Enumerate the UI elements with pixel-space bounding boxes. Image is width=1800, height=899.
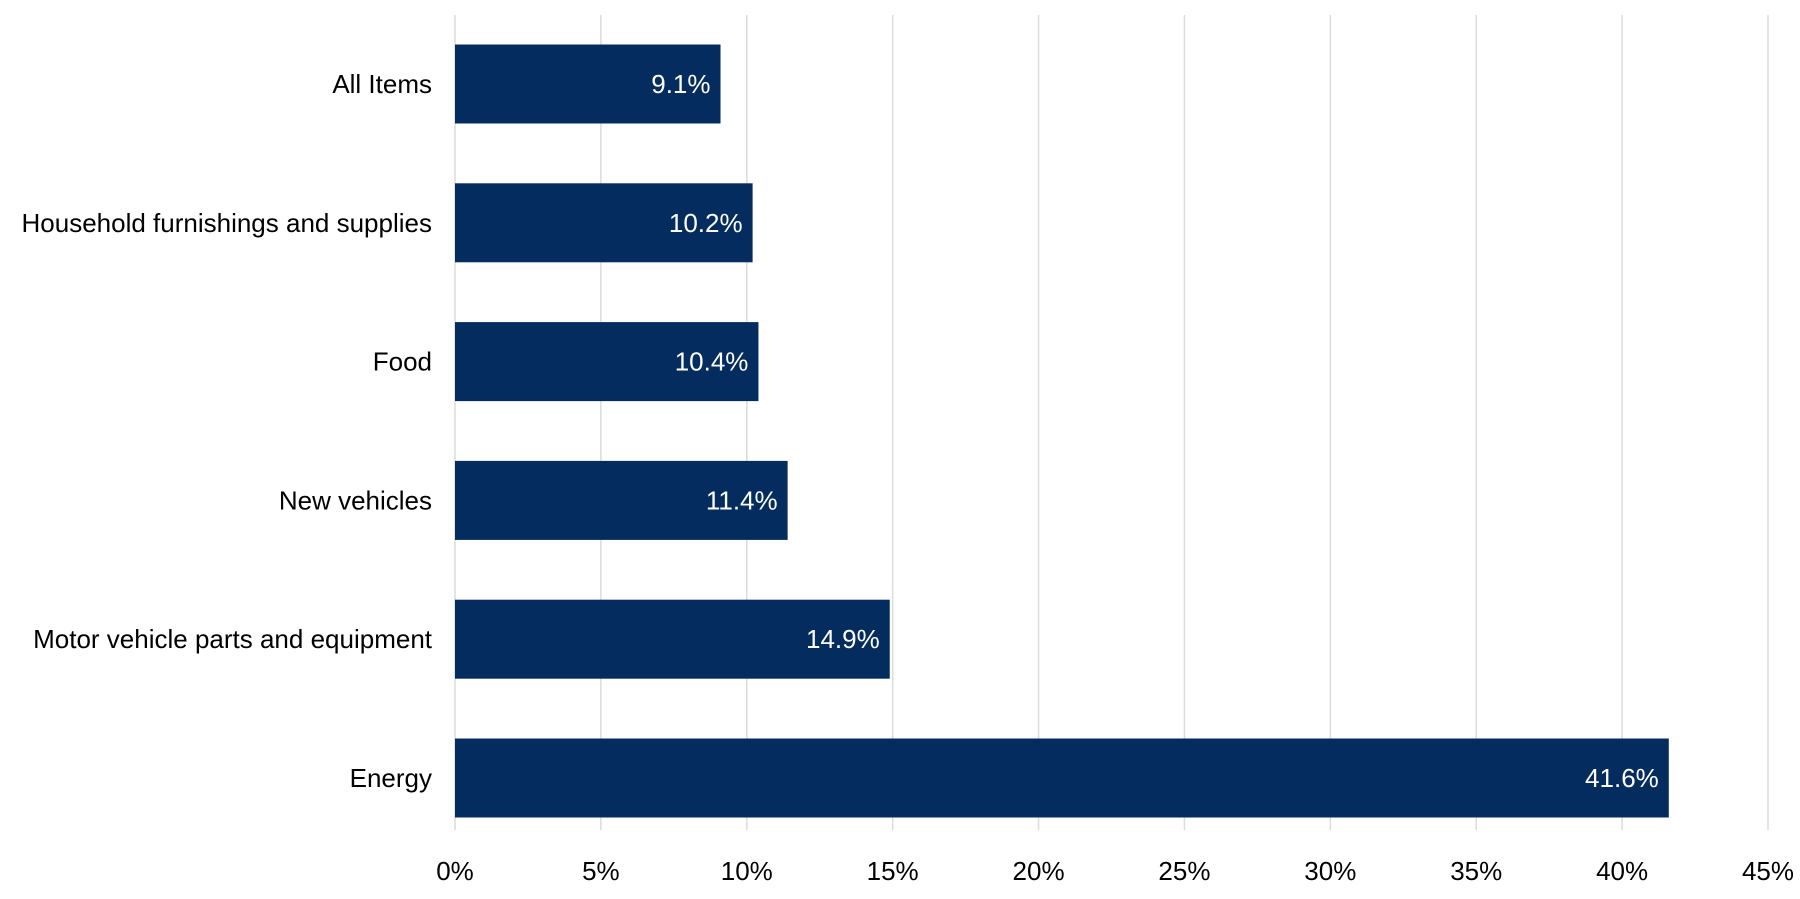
x-tick-label: 25% — [1158, 856, 1210, 886]
bars — [455, 44, 1669, 818]
x-tick-label: 35% — [1450, 856, 1502, 886]
x-tick-label: 5% — [582, 856, 620, 886]
data-labels: 9.1% 10.2% 10.4% 11.4% 14.9% 41.6% — [651, 69, 1659, 793]
bar — [455, 460, 788, 540]
data-label: 41.6% — [1585, 763, 1659, 793]
x-tick-label: 0% — [436, 856, 474, 886]
data-label: 11.4% — [706, 485, 778, 515]
x-axis-tick-labels: 0% 5% 10% 15% 20% 25% 30% 35% 40% 45% — [436, 856, 1794, 886]
x-tick-label: 10% — [721, 856, 773, 886]
data-label: 10.4% — [675, 347, 749, 377]
bar — [455, 322, 759, 402]
category-label: Food — [373, 347, 432, 377]
x-tick-label: 40% — [1596, 856, 1648, 886]
x-tick-label: 45% — [1742, 856, 1794, 886]
category-labels: All Items Household furnishings and suppl… — [22, 69, 433, 793]
data-label: 10.2% — [669, 208, 743, 238]
bar — [455, 183, 753, 263]
bar — [455, 738, 1669, 818]
category-label: New vehicles — [279, 485, 432, 515]
x-tick-label: 30% — [1304, 856, 1356, 886]
category-label: Motor vehicle parts and equipment — [33, 624, 433, 654]
bar — [455, 599, 890, 679]
x-tick-label: 20% — [1013, 856, 1065, 886]
data-label: 14.9% — [806, 624, 880, 654]
data-label: 9.1% — [651, 69, 710, 99]
category-label: All Items — [332, 69, 432, 99]
bar — [455, 44, 721, 124]
category-label: Household furnishings and supplies — [22, 208, 433, 238]
x-tick-label: 15% — [867, 856, 919, 886]
gridlines — [454, 15, 1769, 830]
category-label: Energy — [350, 763, 432, 793]
